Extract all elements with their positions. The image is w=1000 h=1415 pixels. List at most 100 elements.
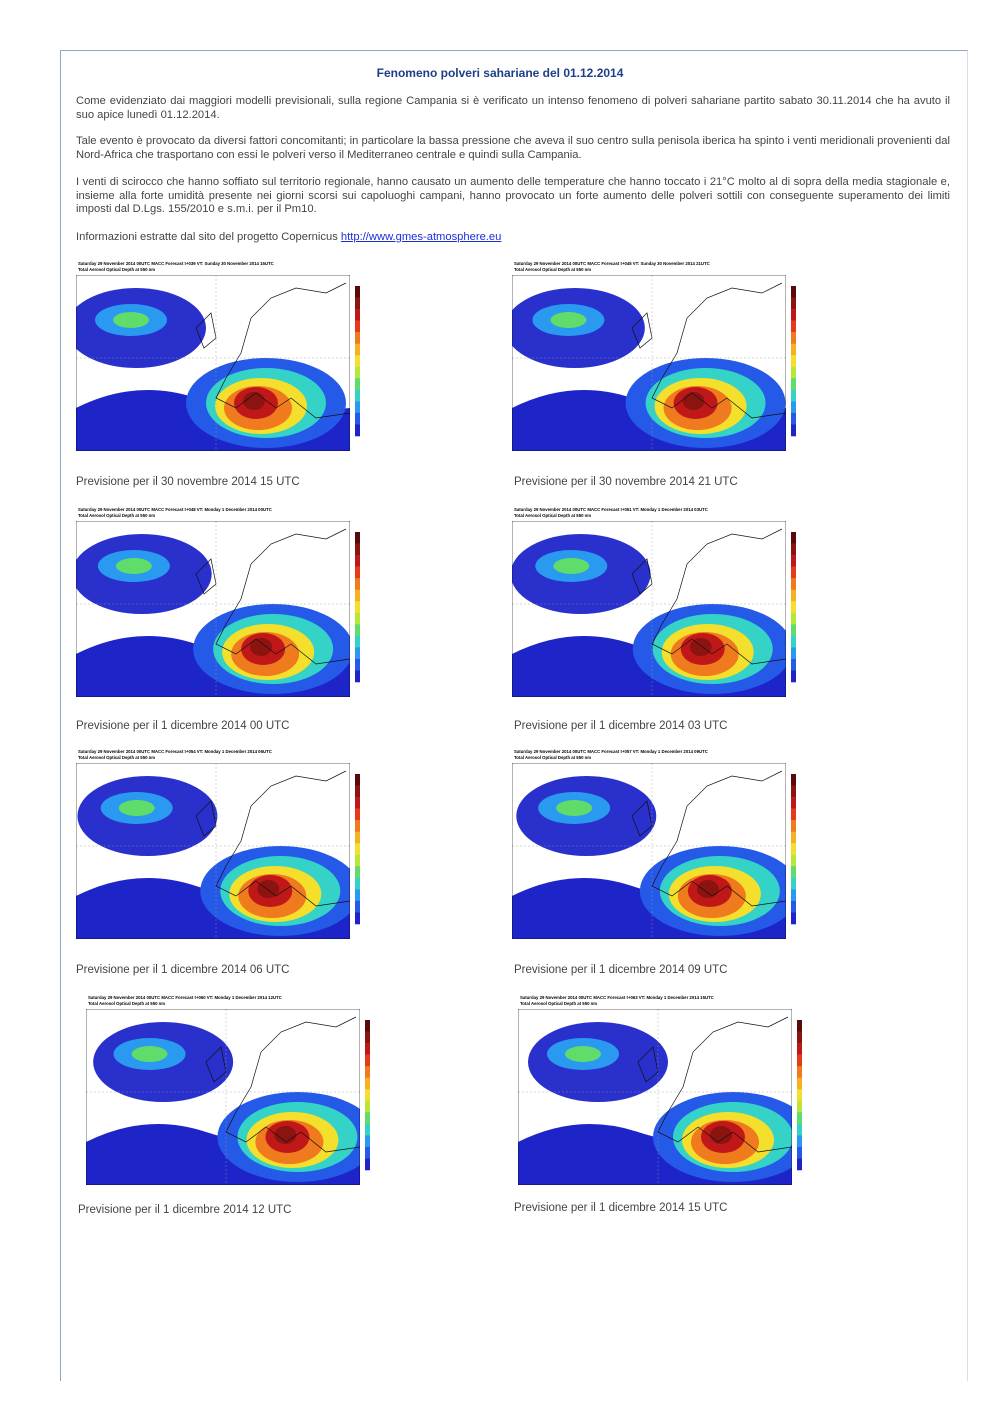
scale-step [791,412,796,425]
scale-step [355,843,360,856]
paragraph-intro: Come evidenziato dai maggiori modelli pr… [76,95,950,121]
scale-step [355,635,360,648]
coastline [631,770,786,907]
scale-step [355,412,360,425]
color-scale [355,774,360,925]
aerosol-map: Saturday 29 November 2014 00UTC MACC For… [518,995,802,1185]
scale-step [791,297,796,310]
plume-north-center [556,800,593,816]
dust-core [710,1126,732,1144]
scale-step [791,877,796,890]
map-caption-1: Previsione per il 30 novembre 2014 15 UT… [76,476,300,488]
map-header: Saturday 29 November 2014 00UTC MACC For… [514,749,708,754]
scale-step [365,1100,370,1113]
scale-step [791,601,796,614]
scale-step [355,343,360,356]
scale-step [797,1020,802,1032]
coastline [195,282,350,419]
scale-step [797,1031,802,1044]
map-field [512,275,786,451]
copernicus-link[interactable]: http://www.gmes-atmosphere.eu [340,231,502,243]
scale-step [791,543,796,556]
scale-step [355,785,360,798]
scale-step [355,797,360,809]
coastline [205,1016,360,1153]
map-field [512,521,786,697]
scale-step [791,808,796,821]
dust-core [696,880,719,898]
scale-step [355,543,360,556]
scale-step [365,1146,370,1159]
scale-step [797,1158,802,1171]
map-field [512,763,786,939]
scale-step [355,589,360,602]
scale-step [791,889,796,902]
map-subheader: Total Aerosol Optical Depth at 550 nm [514,755,591,760]
scale-step [355,831,360,844]
dust-core [689,638,712,656]
scale-step [791,658,796,671]
aerosol-map: Saturday 29 November 2014 00UTC MACC For… [512,749,796,939]
scale-step [791,320,796,333]
page-title: Fenomeno polveri sahariane del 01.12.201… [376,66,624,80]
plume-north-center [115,558,152,574]
color-scale [365,1020,370,1171]
plume-north-center [113,312,149,328]
scale-step [365,1043,370,1055]
map-field [86,1009,360,1185]
scale-step [791,566,796,579]
scale-step [791,866,796,879]
plume-north-center [131,1046,168,1062]
page-frame [60,50,968,1381]
scale-step [791,578,796,590]
map-header: Saturday 29 November 2014 00UTC MACC For… [78,261,274,266]
scale-step [791,831,796,844]
scale-step [365,1031,370,1044]
color-scale [355,286,360,437]
coastline [637,1016,792,1153]
scale-step [365,1066,370,1078]
scale-step [355,355,360,368]
map-header: Saturday 29 November 2014 00UTC MACC For… [514,507,708,512]
scale-step [355,566,360,579]
map-field [76,763,350,939]
scale-step [355,401,360,414]
map-caption-2: Previsione per il 30 novembre 2014 21 UT… [514,476,738,488]
scale-step [355,555,360,567]
scale-step [791,635,796,648]
scale-step [791,647,796,660]
scale-step [791,797,796,809]
scale-step [355,877,360,890]
forecast-map-8: Saturday 29 November 2014 00UTC MACC For… [518,992,810,1190]
scale-step [355,612,360,625]
map-subheader: Total Aerosol Optical Depth at 550 nm [78,267,155,272]
plume-north-center [550,312,587,328]
scale-step [355,424,360,437]
scale-step [355,808,360,821]
forecast-map-2: Saturday 29 November 2014 00UTC MACC For… [512,258,804,456]
scale-step [355,532,360,544]
scale-step [791,309,796,321]
map-header: Saturday 29 November 2014 00UTC MACC For… [78,507,272,512]
scale-step [355,866,360,879]
map-caption-7: Previsione per il 1 dicembre 2014 12 UTC [78,1204,292,1216]
map-field [76,275,350,451]
scale-step [791,343,796,356]
map-caption-3: Previsione per il 1 dicembre 2014 00 UTC [76,720,290,732]
map-subheader: Total Aerosol Optical Depth at 550 nm [514,267,591,272]
aerosol-map: Saturday 29 November 2014 00UTC MACC For… [512,261,796,451]
scale-step [797,1054,802,1067]
coastline [631,282,786,419]
scale-step [791,612,796,625]
forecast-map-5: Saturday 29 November 2014 00UTC MACC For… [76,746,368,944]
scale-step [355,820,360,832]
aerosol-map: Saturday 29 November 2014 00UTC MACC For… [76,749,360,939]
scale-step [791,555,796,567]
coastline [631,528,786,665]
scale-step [355,624,360,637]
dust-core [274,1126,297,1144]
scale-step [797,1146,802,1159]
map-header: Saturday 29 November 2014 00UTC MACC For… [514,261,710,266]
scale-step [791,389,796,402]
map-header: Saturday 29 November 2014 00UTC MACC For… [78,749,272,754]
